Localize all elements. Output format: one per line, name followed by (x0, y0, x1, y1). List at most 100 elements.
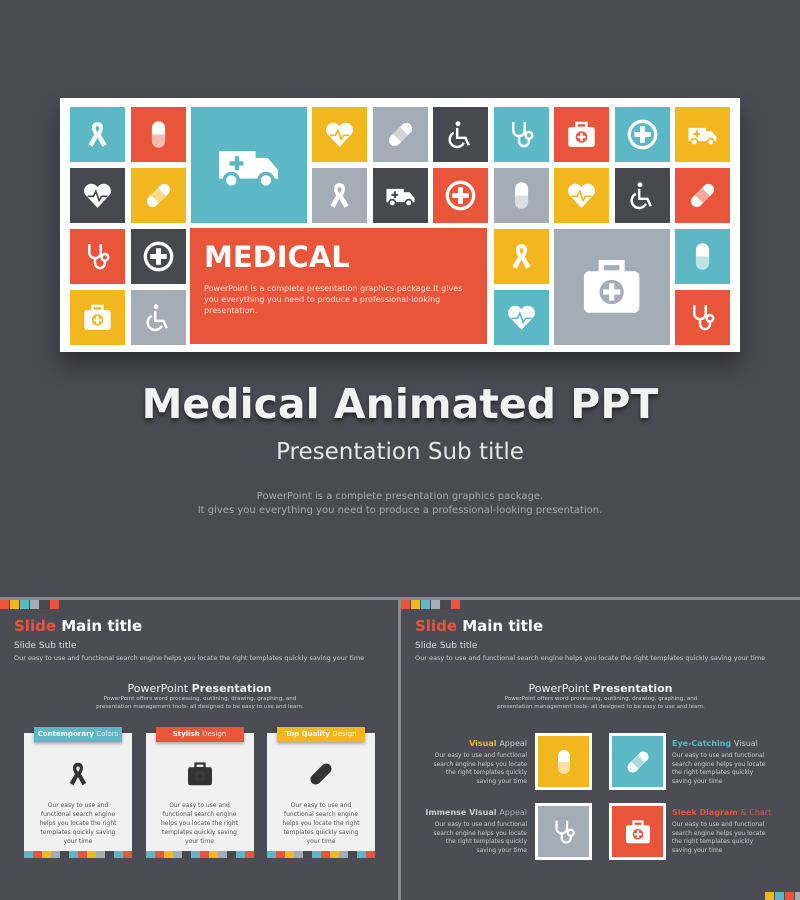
icon (142, 240, 175, 273)
feature-label: Visual Appeal (407, 739, 527, 748)
strip-cell (294, 851, 303, 858)
card-tab: Top Quality Design (277, 727, 365, 742)
icon (626, 118, 659, 151)
strip-cell (190, 851, 200, 858)
icon (623, 747, 653, 777)
strip-cell (244, 851, 254, 858)
icon-tile (70, 168, 125, 223)
icon-tile (493, 290, 549, 345)
icon-tile (312, 168, 367, 223)
card-text: Our easy to use and functional search en… (282, 802, 360, 845)
icon (505, 301, 538, 334)
icon-tile (433, 168, 488, 223)
section-text: PowerPoint offers word processing, outli… (96, 696, 304, 711)
icon-tile (70, 229, 125, 284)
strip-cell (154, 851, 164, 858)
title-highlight: Slide (415, 617, 457, 635)
icon (81, 118, 114, 151)
strip-cell (123, 851, 132, 858)
strip-cell (226, 851, 236, 858)
icon (306, 759, 336, 789)
icon-tile (312, 107, 367, 162)
icon (686, 118, 719, 151)
section-text: PowerPoint offers word processing, outli… (497, 696, 705, 711)
feature-text: Our easy to use and functional search en… (433, 821, 527, 855)
icon (444, 118, 477, 151)
icon-tile (70, 290, 125, 345)
card: Stylish Design Our easy to use and functi… (145, 727, 254, 858)
strip-cell (348, 851, 357, 858)
icon-tile (130, 290, 186, 345)
icon-tile (493, 229, 549, 284)
card-strip (145, 851, 254, 858)
strip-cell (42, 851, 51, 858)
icon (505, 240, 538, 273)
feature-label-a: Immense Visual (425, 808, 497, 817)
strip-cell (51, 851, 60, 858)
strip-cell (366, 851, 375, 858)
title-highlight: Slide (14, 617, 56, 635)
icon-tile (675, 107, 730, 162)
strip-cell (181, 851, 191, 858)
icon (549, 747, 579, 777)
section-title: PowerPoint Presentation (0, 682, 399, 695)
icon-tile (493, 107, 549, 162)
icon (81, 240, 114, 273)
icon (185, 759, 215, 789)
banner-tile: MEDICAL PowerPoint is a complete present… (190, 228, 487, 344)
slide-subtitle: Slide Sub title (415, 641, 478, 651)
card-strip (267, 851, 375, 858)
icon-tile (372, 168, 428, 223)
icon-tile (554, 107, 609, 162)
icon (686, 179, 719, 212)
feature-label: Sleek Diagram & Chart (672, 808, 792, 817)
section-title-b: Presentation (592, 682, 673, 695)
strip-cell (208, 851, 218, 858)
strip-cell (267, 851, 276, 858)
icon-tile (675, 168, 730, 223)
strip-cell (339, 851, 348, 858)
title-rest: Main title (61, 617, 143, 635)
strip-cell (96, 851, 105, 858)
icon-tile (130, 168, 186, 223)
feature-text: Our easy to use and functional search en… (672, 821, 766, 855)
card-label-a: Top Quality (285, 730, 330, 738)
strip-cell (199, 851, 209, 858)
card-icon (306, 759, 336, 789)
strip-cell (69, 851, 78, 858)
card-label-b: Colors (96, 730, 119, 738)
strip-cell (235, 851, 245, 858)
icon-tile (130, 107, 186, 162)
feature-label-b: Visual (733, 739, 758, 748)
strip-cell (312, 851, 321, 858)
strip-cell (114, 851, 123, 858)
description-line: PowerPoint is a complete presentation gr… (256, 491, 544, 502)
section-title: PowerPoint Presentation (401, 682, 800, 695)
divider (0, 597, 800, 600)
card-strip (24, 851, 132, 858)
icon-tile (614, 107, 670, 162)
icon (323, 179, 356, 212)
icon-tile (433, 107, 488, 162)
strip-cell (276, 851, 285, 858)
feature-label-a: Sleek Diagram (672, 808, 738, 817)
feature-icon (609, 733, 666, 790)
feature-icon (535, 803, 592, 860)
title-rest: Main title (462, 617, 544, 635)
slide-intro: Our easy to use and functional search en… (415, 654, 766, 662)
card: Contemporary Colors Our easy to use and f… (24, 727, 132, 858)
icon-tile (130, 229, 186, 284)
feature-label-a: Eye-Catching (672, 739, 732, 748)
feature-icon (535, 733, 592, 790)
icon-tile (493, 168, 549, 223)
icon (142, 301, 175, 334)
icon-tile (70, 107, 125, 162)
feature-label-b: Appeal (499, 808, 527, 817)
feature-label-a: Visual (469, 739, 497, 748)
strip-cell (78, 851, 87, 858)
card-icon (63, 759, 93, 789)
icon (214, 130, 283, 200)
card-tab: Stylish Design (155, 727, 244, 742)
icon (686, 301, 719, 334)
section-title-a: PowerPoint (528, 682, 590, 695)
